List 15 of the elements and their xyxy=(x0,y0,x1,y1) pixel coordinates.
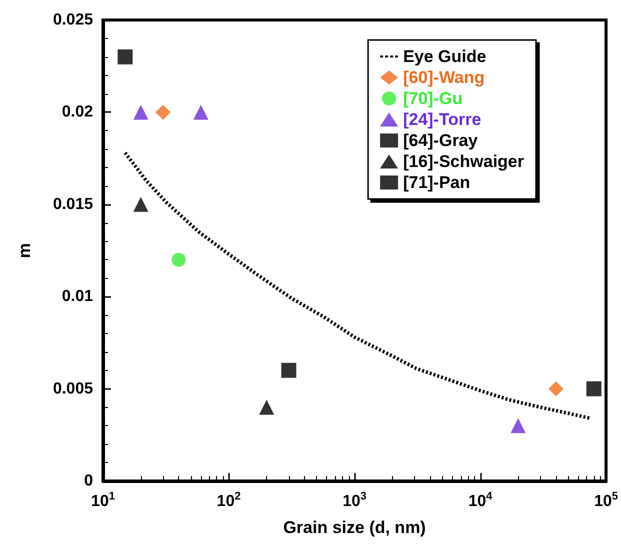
y-axis-title: m xyxy=(15,242,34,258)
y-tick-label: 0 xyxy=(84,472,94,490)
y-tick-label: 0.02 xyxy=(62,104,94,121)
y-tick-label: 0.015 xyxy=(52,196,94,213)
legend-label: [71]-Pan xyxy=(403,173,470,192)
y-tick-label: 0.005 xyxy=(52,380,94,398)
legend-label: [64]-Gray xyxy=(403,131,478,150)
legend-label: [24]-Torre xyxy=(403,110,482,129)
x-axis-title: Grain size (d, nm) xyxy=(283,518,426,537)
legend-label: Eye Guide xyxy=(403,47,486,66)
legend-label: [70]-Gu xyxy=(403,89,463,108)
y-tick-label: 0.01 xyxy=(62,288,94,306)
legend-label: [60]-Wang xyxy=(403,68,485,87)
legend-label: [16]-Schwaiger xyxy=(403,152,524,171)
y-tick-label: 0.025 xyxy=(52,12,94,28)
